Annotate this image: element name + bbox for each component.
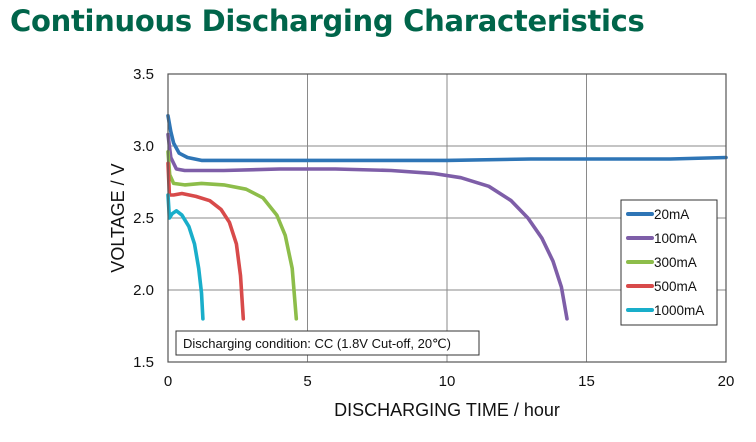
x-axis-title: DISCHARGING TIME / hour [334,400,560,420]
plot-frame [167,73,727,363]
y-tick-label: 2.5 [133,210,154,227]
y-tick-label: 1.5 [133,354,154,371]
legend-label-20mA: 20mA [654,207,689,222]
legend-label-1000mA: 1000mA [654,303,704,318]
grid-layer [168,74,726,362]
series-line-500mA [166,161,246,321]
x-tick-label: 5 [303,373,311,390]
legend: 20mA 100mA 300mA 500mA 1000mA [620,199,718,326]
series-line-1000mA [166,193,205,321]
y-tick-label: 3.5 [133,66,154,83]
x-tick-label: 10 [439,373,456,390]
legend-label-300mA: 300mA [654,255,697,270]
series-line-100mA [166,132,569,321]
series-line-20mA [166,114,728,163]
condition-note-text: Discharging condition: CC (1.8V Cut-off,… [183,336,451,351]
x-tick-label: 15 [578,373,595,390]
y-tick-label: 3.0 [133,138,154,155]
legend-box [620,199,718,326]
y-tick-label: 2.0 [133,282,154,299]
legend-label-500mA: 500mA [654,279,697,294]
axis-layer: 0 5 10 15 20 1.5 2.0 2.5 3.0 3.5 [133,66,734,390]
chart-title: Continuous Discharging Characteristics [10,4,645,38]
series-layer [166,114,728,321]
x-tick-label: 20 [718,373,735,390]
x-tick-label: 0 [164,373,172,390]
y-axis-title: VOLTAGE / V [108,163,128,272]
condition-note-box [175,330,480,356]
legend-label-100mA: 100mA [654,231,697,246]
series-line-300mA [166,150,299,321]
condition-note: Discharging condition: CC (1.8V Cut-off,… [175,330,480,356]
